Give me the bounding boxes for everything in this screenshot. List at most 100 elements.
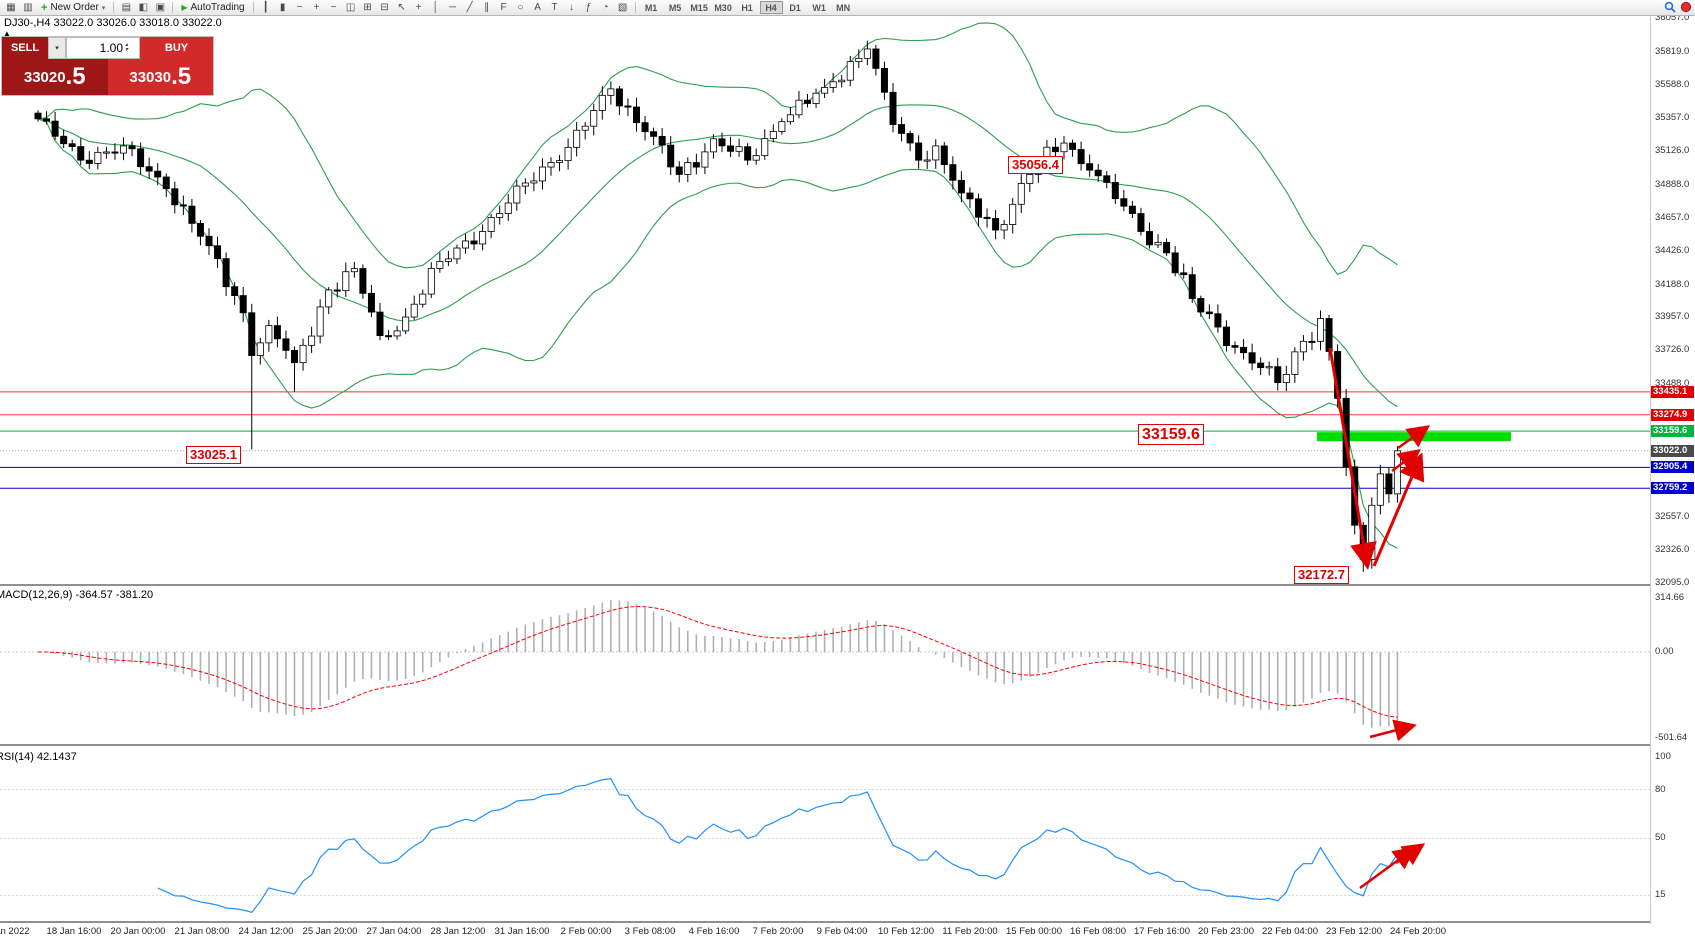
time-label: 10 Feb 12:00	[878, 926, 934, 937]
text-icon[interactable]: A	[530, 1, 546, 14]
time-label: 24 Jan 12:00	[238, 926, 294, 937]
time-label: 25 Jan 20:00	[302, 926, 358, 937]
rsi-label: RSI(14) 42.1437	[0, 751, 77, 763]
play-icon: ▶	[181, 3, 188, 12]
timeframe-h1[interactable]: H1	[736, 1, 759, 14]
crosshair-icon[interactable]: +	[411, 1, 427, 14]
time-label: 27 Jan 04:00	[366, 926, 422, 937]
price-tick: 34657.0	[1655, 211, 1690, 223]
rsi-name: RSI(14)	[0, 751, 34, 763]
minimize-all-icon[interactable]: ⊟	[377, 1, 393, 14]
timeframe-m30[interactable]: M30	[712, 1, 735, 14]
zoom-in-icon[interactable]: +	[309, 1, 325, 14]
new-chart-icon[interactable]: ▦	[3, 1, 19, 14]
vertical-line-icon[interactable]: │	[428, 1, 444, 14]
timeframe-m5[interactable]: M5	[664, 1, 687, 14]
timeframe-w1[interactable]: W1	[808, 1, 831, 14]
buy-price-main: 33030	[129, 68, 172, 86]
price-tick: 34888.0	[1655, 178, 1690, 190]
price-annotation[interactable]: 35056.4	[1008, 156, 1063, 174]
toolbar-separator	[113, 2, 115, 13]
fibonacci-retracement-icon[interactable]: F	[496, 1, 512, 14]
price-annotation[interactable]: 33025.1	[186, 446, 241, 464]
chevron-down-icon: ▾	[55, 45, 59, 52]
bar-chart-icon[interactable]: ┃	[258, 1, 274, 14]
price-tick: 34188.0	[1655, 278, 1690, 290]
equidistant-channel-icon[interactable]: ∥	[479, 1, 495, 14]
time-label: 15 Feb 00:00	[1006, 926, 1062, 937]
price-tick: 35357.0	[1655, 111, 1690, 123]
ellipse-icon[interactable]: ○	[513, 1, 529, 14]
line-chart-icon[interactable]: ~	[292, 1, 308, 14]
profiles-icon[interactable]: ▥	[20, 1, 36, 14]
panel-separator[interactable]	[0, 921, 1695, 923]
price-annotation[interactable]: 32172.7	[1294, 566, 1349, 584]
volume-spinner[interactable]: ▴ ▾	[123, 42, 130, 53]
cursor-icon[interactable]: ↖	[394, 1, 410, 14]
trendline-icon[interactable]: ╱	[462, 1, 478, 14]
terminal-icon[interactable]: ▣	[152, 1, 168, 14]
chart-symbol-label: DJ30-,H4 33022.0 33026.0 33018.0 33022.0	[4, 17, 222, 29]
toolbar-separator	[634, 2, 636, 13]
spin-up-icon[interactable]: ▴	[125, 42, 129, 48]
time-label: 9 Feb 04:00	[816, 926, 868, 937]
record-icon[interactable]	[1680, 1, 1692, 13]
time-label: 3 Feb 08:00	[624, 926, 676, 937]
spin-down-icon[interactable]: ▾	[125, 47, 129, 53]
time-label: 20 Jan 00:00	[110, 926, 166, 937]
time-label: 17 Feb 16:00	[1134, 926, 1190, 937]
price-tick: 33488.0	[1655, 378, 1690, 390]
price-tick: 35588.0	[1655, 78, 1690, 90]
panel-separator[interactable]	[0, 584, 1695, 586]
volume-input[interactable]	[67, 41, 123, 55]
periods-icon[interactable]: ◔	[598, 1, 614, 14]
time-label: 21 Jan 08:00	[174, 926, 230, 937]
toolbar-separator	[172, 2, 174, 13]
volume-dropdown[interactable]: ▾	[48, 37, 66, 59]
navigator-icon[interactable]: ◧	[135, 1, 151, 14]
sell-price[interactable]: 33020.5	[2, 59, 108, 95]
arrow-tool-icon[interactable]: ↓	[564, 1, 580, 14]
price-tick: 32326.0	[1655, 544, 1690, 556]
time-label: 31 Jan 16:00	[494, 926, 550, 937]
candlestick-chart-icon[interactable]: ▮	[275, 1, 291, 14]
price-tick: 33957.0	[1655, 311, 1690, 323]
autotrading-button[interactable]: ▶ AutoTrading	[177, 1, 248, 14]
price-annotation[interactable]: 33159.6	[1138, 424, 1204, 446]
time-label: 24 Feb 20:00	[1390, 926, 1446, 937]
market-watch-icon[interactable]: ▤	[118, 1, 134, 14]
price-axis[interactable]: 36057.0 35819.0 35588.0 35357.0 35126.0 34888…	[1651, 0, 1695, 939]
tile-windows-icon[interactable]: ◫	[343, 1, 359, 14]
sell-button[interactable]: SELL	[2, 37, 48, 59]
indicators-add-icon[interactable]: ƒ	[581, 1, 597, 14]
panel-separator[interactable]	[0, 744, 1695, 746]
magnifier-icon[interactable]	[1664, 1, 1676, 13]
timeframe-mn[interactable]: MN	[832, 1, 855, 14]
toolbar: ▦ ▥ + New Order ▾ ▤ ◧ ▣ ▶ AutoTrading ┃ ▮ ~ + −…	[0, 0, 1695, 16]
horizontal-line-icon[interactable]: ─	[445, 1, 461, 14]
text-label-icon[interactable]: T	[547, 1, 563, 14]
price-tick: 36057.0	[1655, 12, 1690, 23]
volume-field: ▴▾	[66, 37, 140, 59]
buy-button[interactable]: BUY	[140, 37, 213, 59]
templates-icon[interactable]: ▧	[615, 1, 631, 14]
panel-collapse-icon[interactable]: ▲	[3, 29, 11, 38]
time-label: 20 Feb 23:00	[1198, 926, 1254, 937]
toolbar-separator	[252, 2, 254, 13]
time-axis[interactable]: Jan 2022 18 Jan 16:00 20 Jan 00:00 21 Jan 0…	[0, 924, 1695, 939]
rsi-tick: 100	[1655, 751, 1671, 762]
timeframe-h4[interactable]: H4	[759, 1, 783, 14]
new-order-button[interactable]: + New Order ▾	[37, 1, 109, 14]
timeframe-m1[interactable]: M1	[640, 1, 663, 14]
sell-price-main: 33020	[23, 68, 66, 86]
zoom-out-icon[interactable]: −	[326, 1, 342, 14]
timeframe-m15[interactable]: M15	[688, 1, 711, 14]
trade-prices-row: 33020.5 33030.5	[2, 59, 213, 95]
timeframe-d1[interactable]: D1	[784, 1, 807, 14]
buy-price[interactable]: 33030.5	[107, 59, 213, 95]
cascade-windows-icon[interactable]: ⊞	[360, 1, 376, 14]
macd-values: -364.57 -381.20	[75, 589, 154, 601]
toolbar-group-panels: ▤ ◧ ▣	[118, 1, 168, 14]
rsi-tick: 50	[1655, 832, 1666, 844]
